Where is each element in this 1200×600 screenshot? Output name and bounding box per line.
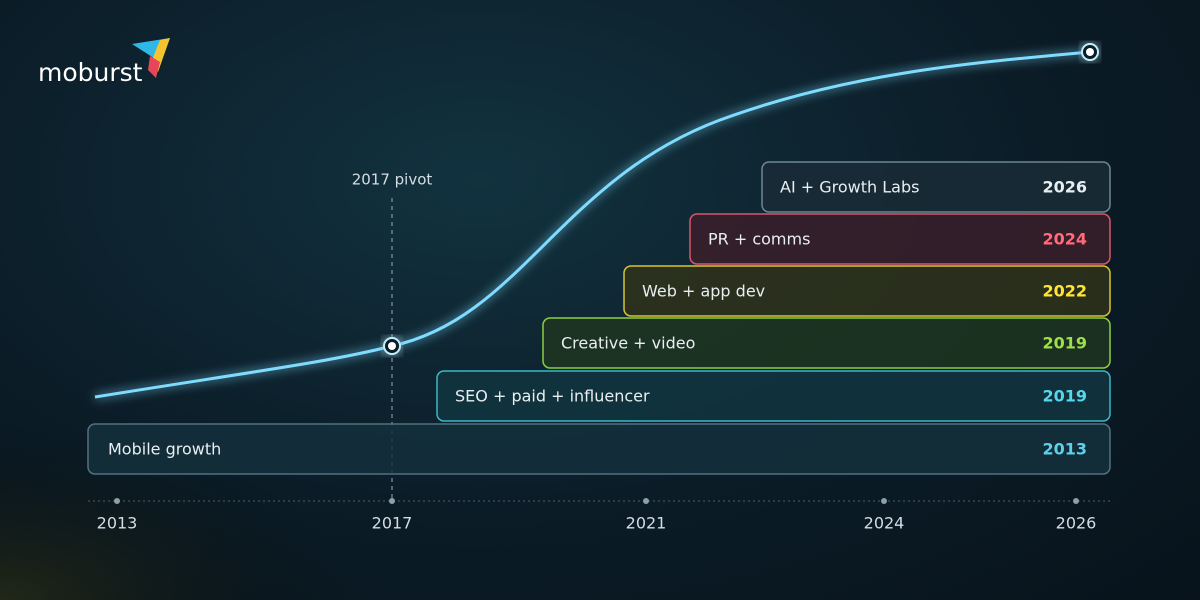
layer-box	[761, 161, 1111, 213]
layer-label: Web + app dev	[642, 282, 765, 301]
layer: AI + Growth Labs 2026	[761, 161, 1111, 213]
layer-year: 2019	[1042, 387, 1087, 406]
axis-label: 2021	[626, 514, 667, 533]
layer-box	[542, 317, 1111, 369]
layer: Web + app dev 2022	[623, 265, 1111, 317]
layer-box	[87, 423, 1111, 475]
layer: SEO + paid + influencer 2019	[436, 370, 1111, 422]
pivot-annotation: 2017 pivot	[352, 171, 433, 189]
layer-label: PR + comms	[708, 230, 810, 249]
axis-label: 2026	[1056, 514, 1097, 533]
layer-label: Mobile growth	[108, 440, 221, 459]
logo: moburst	[38, 38, 170, 87]
axis-dot	[389, 498, 395, 504]
layer: Mobile growth 2013	[87, 423, 1111, 475]
layer-year: 2026	[1042, 178, 1087, 197]
layers: AI + Growth Labs 2026 PR + comms 2024 Web + …	[87, 161, 1111, 475]
axis-label: 2017	[372, 514, 413, 533]
layer-box	[689, 213, 1111, 265]
layer: PR + comms 2024	[689, 213, 1111, 265]
layer-year: 2022	[1042, 282, 1087, 301]
layer-year: 2019	[1042, 334, 1087, 353]
layer-label: SEO + paid + influencer	[455, 387, 650, 406]
growth-curve	[94, 50, 1091, 399]
axis-dot	[881, 498, 887, 504]
layer-label: Creative + video	[561, 334, 695, 353]
layer-box	[436, 370, 1111, 422]
axis: 2013 2017 2021 2024 2026	[97, 498, 1097, 533]
axis-dot	[643, 498, 649, 504]
axis-label: 2013	[97, 514, 138, 533]
axis-dot	[1073, 498, 1079, 504]
layer-year: 2013	[1042, 440, 1087, 459]
end-point-core	[1086, 48, 1094, 56]
layer: Creative + video 2019	[542, 317, 1111, 369]
axis-dot	[114, 498, 120, 504]
axis-label: 2024	[864, 514, 905, 533]
layer-label: AI + Growth Labs	[780, 178, 919, 197]
logo-shape	[148, 56, 160, 78]
layer-year: 2024	[1042, 230, 1087, 249]
logo-text: moburst	[38, 58, 143, 87]
pivot-point-core	[388, 342, 396, 350]
layer-box	[623, 265, 1111, 317]
